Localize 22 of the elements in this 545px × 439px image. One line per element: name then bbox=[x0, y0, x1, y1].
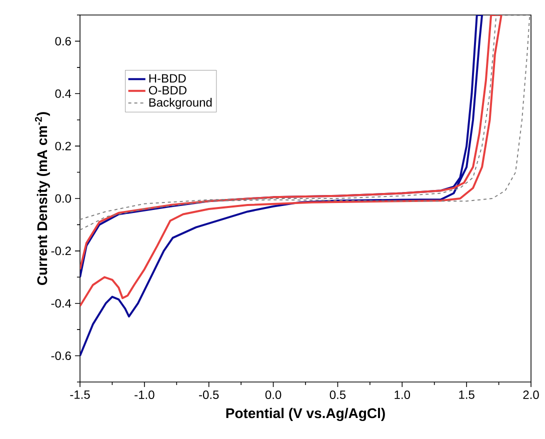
y-axis-title: Current Density (mA cm$^{-2}$) bbox=[34, 112, 50, 285]
y-tick-label: 0.6 bbox=[55, 36, 71, 46]
y-tick-label: 0.0 bbox=[55, 194, 72, 203]
x-tick-label: -1.0 bbox=[134, 390, 154, 400]
legend-label: O-BDD bbox=[148, 86, 186, 94]
x-tick-label: 0.0 bbox=[265, 390, 282, 400]
x-tick-label: 1.0 bbox=[394, 390, 410, 400]
x-tick-label: -0.5 bbox=[199, 390, 219, 400]
x-tick-label: -1.5 bbox=[70, 390, 90, 399]
legend-label: H-BDD bbox=[149, 74, 186, 82]
x-axis-title: Potential (V vs.Ag/AgCl) bbox=[226, 408, 385, 422]
line-series bbox=[80, 14, 502, 307]
legend-label: Background bbox=[149, 98, 212, 110]
y-tick-label: -0.6 bbox=[51, 352, 71, 360]
y-tick-label: 0.2 bbox=[55, 142, 71, 150]
x-tick-label: 0.5 bbox=[330, 390, 346, 400]
x-tick-label: 1.5 bbox=[459, 390, 474, 399]
y-tick-label: 0.4 bbox=[55, 89, 72, 98]
y-tick-label: -0.2 bbox=[51, 246, 71, 256]
y-tick-label: -0.4 bbox=[51, 299, 72, 308]
x-tick-label: 2.0 bbox=[523, 390, 539, 400]
line-series bbox=[80, 14, 530, 230]
